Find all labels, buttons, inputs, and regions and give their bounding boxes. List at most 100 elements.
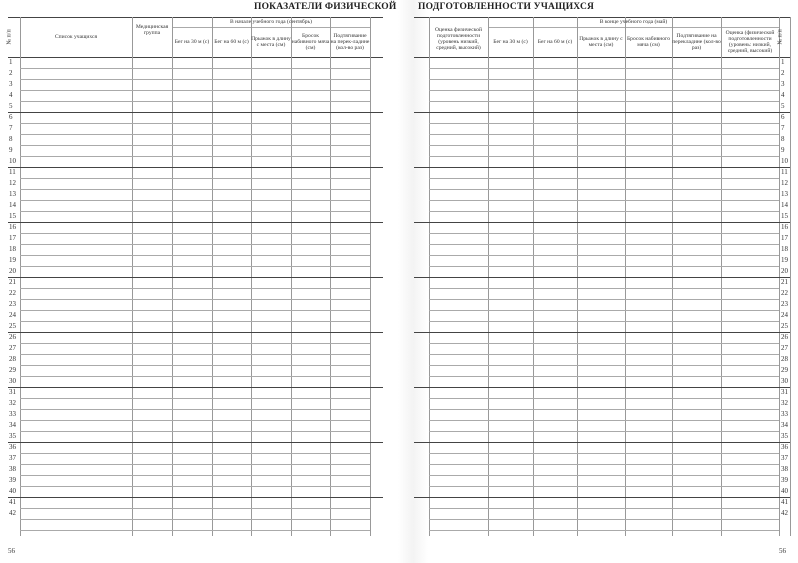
table-cell[interactable] xyxy=(213,366,250,375)
table-cell[interactable] xyxy=(430,454,487,463)
table-cell[interactable] xyxy=(292,168,329,177)
table-cell[interactable] xyxy=(213,377,250,386)
table-cell[interactable] xyxy=(673,146,720,155)
table-cell[interactable] xyxy=(252,311,290,320)
table-cell[interactable] xyxy=(133,113,171,122)
table-cell[interactable] xyxy=(489,421,532,430)
table-cell[interactable] xyxy=(430,179,487,188)
table-cell[interactable] xyxy=(430,311,487,320)
table-cell[interactable] xyxy=(578,113,624,122)
table-cell[interactable] xyxy=(722,377,778,386)
table-cell[interactable] xyxy=(430,146,487,155)
table-cell[interactable] xyxy=(626,135,671,144)
table-cell[interactable] xyxy=(578,201,624,210)
table-cell[interactable] xyxy=(213,454,250,463)
table-cell[interactable] xyxy=(21,377,131,386)
table-cell[interactable] xyxy=(292,80,329,89)
table-cell[interactable] xyxy=(133,388,171,397)
table-cell[interactable] xyxy=(626,443,671,452)
table-cell[interactable] xyxy=(173,256,211,265)
table-cell[interactable] xyxy=(489,487,532,496)
table-cell[interactable] xyxy=(292,289,329,298)
table-cell[interactable] xyxy=(21,487,131,496)
table-cell[interactable] xyxy=(673,509,720,518)
table-cell[interactable] xyxy=(578,80,624,89)
table-cell[interactable] xyxy=(173,102,211,111)
table-cell[interactable] xyxy=(292,102,329,111)
table-cell[interactable] xyxy=(673,421,720,430)
table-cell[interactable] xyxy=(673,355,720,364)
table-cell[interactable] xyxy=(722,410,778,419)
table-cell[interactable] xyxy=(133,465,171,474)
table-cell[interactable] xyxy=(578,146,624,155)
table-cell[interactable] xyxy=(722,256,778,265)
table-cell[interactable] xyxy=(292,410,329,419)
table-cell[interactable] xyxy=(133,377,171,386)
table-cell[interactable] xyxy=(173,355,211,364)
table-cell[interactable] xyxy=(21,58,131,67)
table-cell[interactable] xyxy=(489,498,532,507)
table-cell[interactable] xyxy=(534,256,576,265)
table-cell[interactable] xyxy=(252,289,290,298)
table-cell[interactable] xyxy=(173,322,211,331)
table-cell[interactable] xyxy=(133,102,171,111)
table-cell[interactable] xyxy=(673,465,720,474)
table-cell[interactable] xyxy=(626,190,671,199)
table-cell[interactable] xyxy=(331,509,369,518)
table-cell[interactable] xyxy=(534,245,576,254)
table-cell[interactable] xyxy=(489,113,532,122)
table-cell[interactable] xyxy=(722,476,778,485)
table-cell[interactable] xyxy=(673,190,720,199)
table-cell[interactable] xyxy=(430,388,487,397)
table-cell[interactable] xyxy=(331,212,369,221)
table-cell[interactable] xyxy=(722,300,778,309)
table-cell[interactable] xyxy=(21,245,131,254)
table-cell[interactable] xyxy=(626,487,671,496)
table-cell[interactable] xyxy=(534,300,576,309)
table-cell[interactable] xyxy=(252,432,290,441)
table-cell[interactable] xyxy=(722,509,778,518)
table-cell[interactable] xyxy=(489,278,532,287)
table-cell[interactable] xyxy=(722,278,778,287)
table-cell[interactable] xyxy=(626,399,671,408)
table-cell[interactable] xyxy=(534,146,576,155)
table-cell[interactable] xyxy=(673,223,720,232)
table-cell[interactable] xyxy=(430,124,487,133)
table-cell[interactable] xyxy=(292,498,329,507)
table-cell[interactable] xyxy=(489,58,532,67)
table-cell[interactable] xyxy=(534,421,576,430)
table-cell[interactable] xyxy=(626,311,671,320)
table-cell[interactable] xyxy=(21,476,131,485)
table-cell[interactable] xyxy=(133,487,171,496)
table-cell[interactable] xyxy=(21,388,131,397)
table-cell[interactable] xyxy=(331,80,369,89)
table-cell[interactable] xyxy=(534,267,576,276)
table-cell[interactable] xyxy=(722,157,778,166)
table-cell[interactable] xyxy=(722,135,778,144)
table-cell[interactable] xyxy=(578,278,624,287)
table-cell[interactable] xyxy=(252,498,290,507)
table-cell[interactable] xyxy=(722,289,778,298)
table-cell[interactable] xyxy=(489,245,532,254)
table-cell[interactable] xyxy=(534,410,576,419)
table-cell[interactable] xyxy=(173,410,211,419)
table-cell[interactable] xyxy=(21,157,131,166)
table-cell[interactable] xyxy=(173,498,211,507)
table-cell[interactable] xyxy=(722,366,778,375)
table-cell[interactable] xyxy=(673,399,720,408)
table-cell[interactable] xyxy=(252,69,290,78)
table-cell[interactable] xyxy=(292,399,329,408)
table-cell[interactable] xyxy=(133,135,171,144)
table-cell[interactable] xyxy=(21,432,131,441)
table-cell[interactable] xyxy=(292,234,329,243)
table-cell[interactable] xyxy=(673,234,720,243)
table-cell[interactable] xyxy=(534,377,576,386)
table-cell[interactable] xyxy=(21,146,131,155)
table-cell[interactable] xyxy=(430,509,487,518)
table-cell[interactable] xyxy=(213,234,250,243)
table-cell[interactable] xyxy=(722,399,778,408)
table-cell[interactable] xyxy=(626,113,671,122)
table-cell[interactable] xyxy=(578,256,624,265)
table-cell[interactable] xyxy=(331,146,369,155)
table-cell[interactable] xyxy=(213,179,250,188)
